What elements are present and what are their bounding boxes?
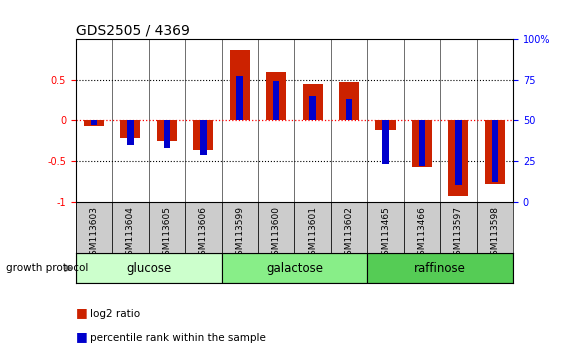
Bar <box>157 120 177 141</box>
Text: ■: ■ <box>76 306 92 319</box>
Bar <box>485 120 505 184</box>
Text: growth protocol: growth protocol <box>6 263 88 273</box>
Bar <box>266 72 286 120</box>
Bar <box>310 96 316 120</box>
Text: ■: ■ <box>76 330 92 343</box>
Bar <box>164 120 170 148</box>
Bar <box>230 50 250 120</box>
Text: GSM113603: GSM113603 <box>90 206 99 261</box>
Bar <box>84 120 104 126</box>
Bar <box>185 202 222 253</box>
Bar <box>491 120 498 182</box>
Text: glucose: glucose <box>126 262 171 275</box>
Text: GSM113597: GSM113597 <box>454 206 463 261</box>
Bar <box>448 120 468 196</box>
Bar <box>200 120 206 155</box>
Bar <box>149 202 185 253</box>
Bar <box>375 120 395 130</box>
Text: log2 ratio: log2 ratio <box>90 309 141 319</box>
Bar <box>237 76 243 120</box>
Bar <box>127 120 134 145</box>
Bar <box>76 253 222 283</box>
Bar <box>222 253 367 283</box>
Text: GSM113604: GSM113604 <box>126 206 135 261</box>
Bar <box>346 99 352 120</box>
Text: GDS2505 / 4369: GDS2505 / 4369 <box>76 24 189 38</box>
Text: percentile rank within the sample: percentile rank within the sample <box>90 333 266 343</box>
Text: raffinose: raffinose <box>415 262 466 275</box>
Bar <box>273 81 279 120</box>
Bar <box>476 202 513 253</box>
Text: GSM113605: GSM113605 <box>163 206 171 261</box>
Bar <box>367 202 403 253</box>
Bar <box>194 120 213 150</box>
Bar <box>455 120 462 185</box>
Text: GSM113601: GSM113601 <box>308 206 317 261</box>
Bar <box>331 202 367 253</box>
Bar <box>76 202 112 253</box>
Text: GSM113466: GSM113466 <box>417 206 426 261</box>
Text: galactose: galactose <box>266 262 323 275</box>
Bar <box>403 202 440 253</box>
Text: GSM113599: GSM113599 <box>236 206 244 261</box>
Bar <box>419 120 425 166</box>
Bar <box>303 84 322 120</box>
Text: GSM113465: GSM113465 <box>381 206 390 261</box>
Text: GSM113598: GSM113598 <box>490 206 499 261</box>
Bar <box>222 202 258 253</box>
Bar <box>294 202 331 253</box>
Text: GSM113606: GSM113606 <box>199 206 208 261</box>
Text: GSM113600: GSM113600 <box>272 206 280 261</box>
Bar <box>112 202 149 253</box>
Bar <box>367 253 513 283</box>
Bar <box>382 120 389 164</box>
Bar <box>121 120 141 138</box>
Bar <box>412 120 432 167</box>
Bar <box>91 120 97 125</box>
Bar <box>339 82 359 120</box>
Bar <box>258 202 294 253</box>
Text: GSM113602: GSM113602 <box>345 206 353 261</box>
Bar <box>440 202 476 253</box>
